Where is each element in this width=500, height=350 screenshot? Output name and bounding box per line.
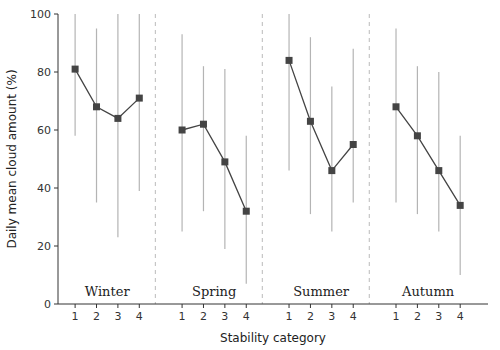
marker [114,115,121,122]
y-axis-label: Daily mean cloud amount (%) [5,69,19,248]
marker [243,208,250,215]
x-tick-label: 4 [243,310,250,323]
chart: 0 20 40 60 80 100 1 2 3 4 1 2 3 4 1 2 3 4 1 2 3 4 Stability ca… [0,0,500,350]
x-tick [224,304,225,308]
x-tick [203,304,204,308]
marker [350,141,357,148]
y-tick [54,246,58,247]
x-tick-label: 1 [179,310,186,323]
y-tick [54,304,58,305]
error-bar [203,66,204,211]
marker [414,132,421,139]
x-axis-line [58,304,488,305]
x-tick-label: 2 [200,310,207,323]
error-bar [117,14,118,237]
x-tick [460,304,461,308]
marker [72,66,79,73]
error-bar [353,49,354,203]
group-label: Autumn [401,284,455,299]
group-label: Summer [293,284,350,299]
error-bar [288,14,289,171]
x-tick-label: 3 [435,310,442,323]
y-tick [54,130,58,131]
y-tick-label: 100 [30,8,51,21]
y-tick [54,14,58,15]
line [182,124,246,211]
x-tick-label: 2 [93,310,100,323]
marker [328,167,335,174]
x-tick [139,304,140,308]
series [286,14,357,232]
marker [307,118,314,125]
group-label: Spring [192,284,236,299]
divider [369,14,370,304]
x-tick-label: 1 [393,310,400,323]
marker [435,167,442,174]
x-tick-label: 1 [286,310,293,323]
x-tick [246,304,247,308]
x-tick [75,304,76,308]
error-bar [417,66,418,214]
x-tick [289,304,290,308]
series [179,34,250,283]
error-bar [75,14,76,136]
x-tick [417,304,418,308]
error-bar [331,87,332,232]
y-tick-label: 40 [37,182,51,195]
x-tick [310,304,311,308]
series [393,29,464,276]
error-bar [96,29,97,203]
x-tick [396,304,397,308]
y-tick [54,72,58,73]
marker [457,202,464,209]
x-tick-label: 3 [221,310,228,323]
marker [221,158,228,165]
marker [136,95,143,102]
line [289,60,353,170]
y-tick-label: 20 [37,240,51,253]
x-tick [117,304,118,308]
group-label: Winter [85,284,131,299]
series-group [72,14,464,284]
y-tick [54,188,58,189]
marker [393,103,400,110]
dividers [155,14,369,304]
series [72,14,143,237]
axes: 0 20 40 60 80 100 1 2 3 4 1 2 3 4 1 2 3 4 1 2 3 4 [30,8,488,323]
divider [155,14,156,304]
x-tick [182,304,183,308]
x-tick-label: 2 [414,310,421,323]
error-bar [438,72,439,232]
x-axis-label: Stability category [220,331,326,345]
x-tick-label: 3 [328,310,335,323]
marker [179,127,186,134]
divider [262,14,263,304]
y-axis-line [58,14,59,304]
y-tick-label: 80 [37,66,51,79]
x-tick [438,304,439,308]
x-tick-label: 2 [307,310,314,323]
x-tick-label: 4 [136,310,143,323]
x-tick-label: 3 [114,310,121,323]
x-tick [331,304,332,308]
x-tick [353,304,354,308]
marker [200,121,207,128]
x-tick-label: 1 [72,310,79,323]
y-tick-label: 60 [37,124,51,137]
error-bar [395,29,396,203]
x-tick-label: 4 [350,310,357,323]
group-labels: Winter Spring Summer Autumn [85,284,455,299]
error-bar [139,14,140,191]
line [75,69,139,118]
error-bar [310,37,311,214]
marker [286,57,293,64]
x-tick [96,304,97,308]
line [396,107,460,206]
y-tick-label: 0 [44,298,51,311]
marker [93,103,100,110]
x-tick-label: 4 [457,310,464,323]
